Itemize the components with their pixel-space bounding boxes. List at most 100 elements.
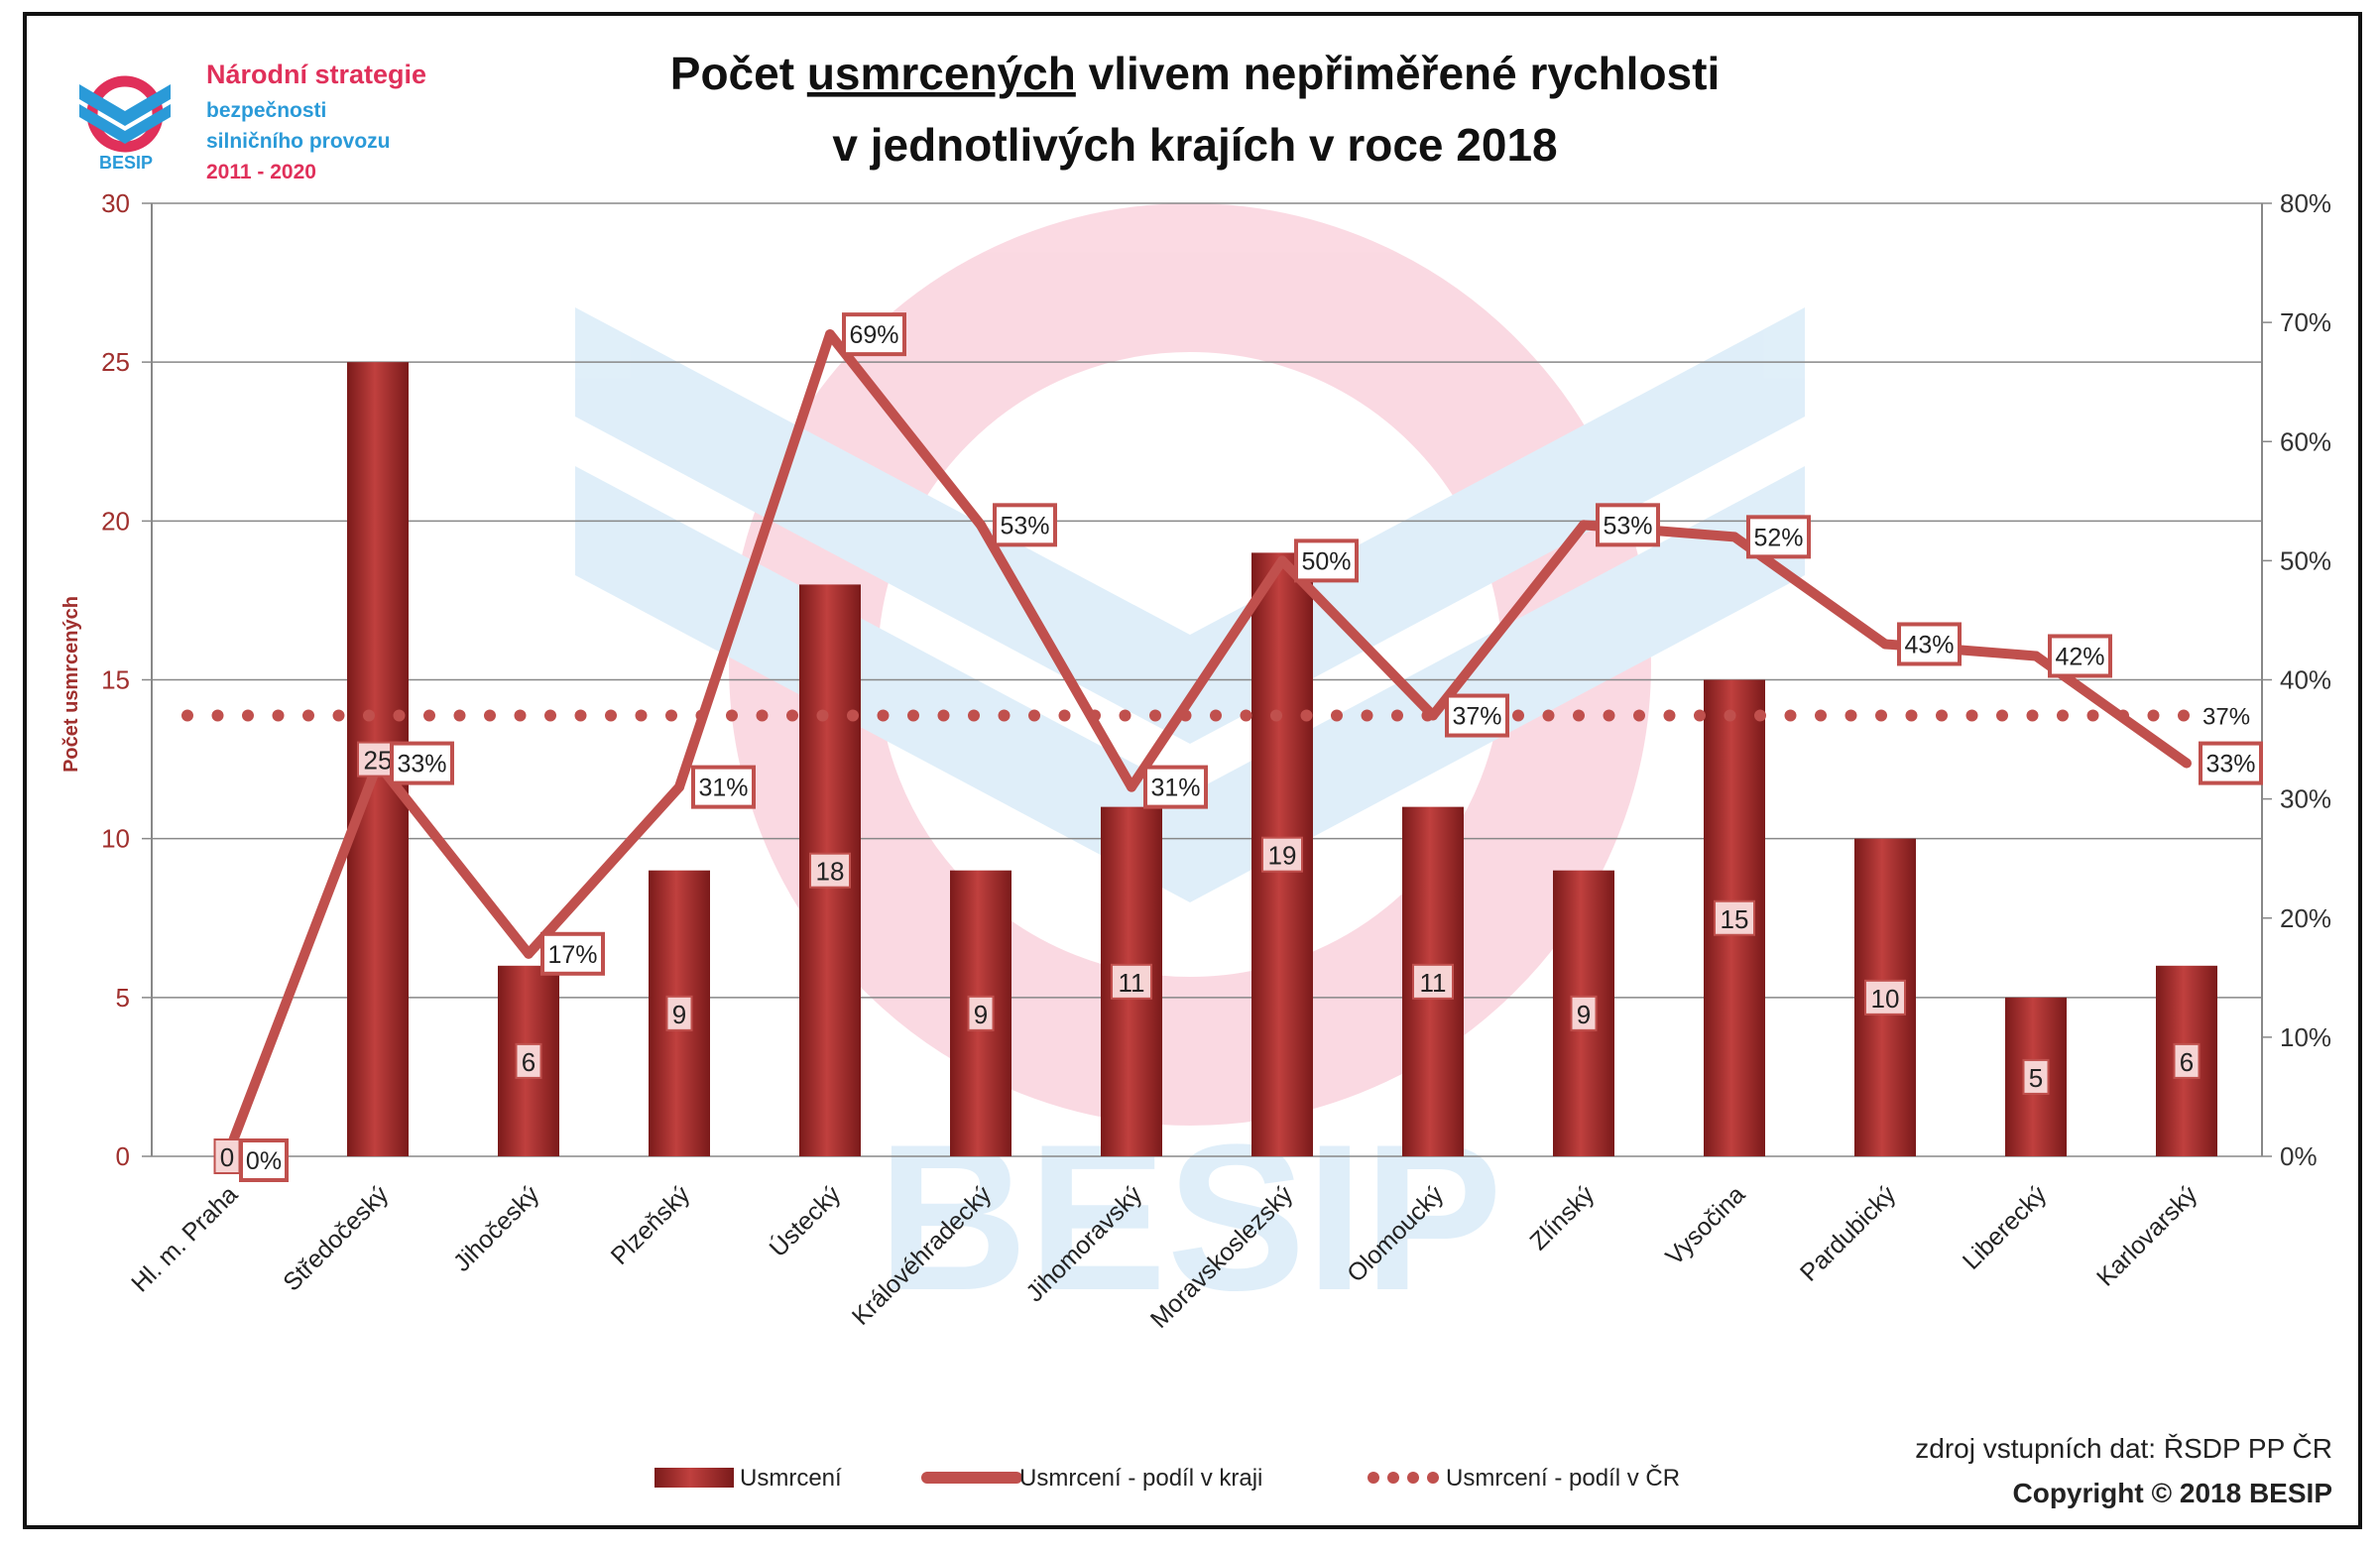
y-axis-label: Počet usmrcených (60, 596, 82, 773)
dotted-line-point (1663, 709, 1676, 722)
dotted-line-point (1149, 709, 1161, 722)
line-value-box (1143, 765, 1208, 809)
bar-value-box (1570, 995, 1598, 1031)
chart-title-line2: v jednotlivých krajích v roce 2018 (832, 119, 1557, 171)
dotted-line-point (1210, 709, 1222, 722)
y-tick-label: 5 (116, 983, 130, 1013)
dotted-line-point (393, 709, 406, 722)
dotted-line-point (1512, 709, 1524, 722)
bar-value-label: 19 (1268, 841, 1297, 871)
line-value-box (2199, 741, 2263, 785)
dotted-line-point (544, 709, 556, 722)
dotted-line-point (2086, 709, 2099, 722)
line-value-label: 53% (1603, 512, 1652, 539)
bar-value-label: 6 (2180, 1047, 2194, 1077)
share-line (222, 329, 2190, 1158)
line-value-label: 0% (246, 1147, 282, 1175)
line-value-label: 17% (547, 941, 597, 969)
legend-label-dotted: Usmrcení - podíl v ČR (1446, 1464, 1680, 1492)
share-line-point (674, 781, 684, 792)
dotted-line-point (1300, 709, 1313, 722)
line-value-label: 69% (849, 321, 898, 349)
dotted-line-point (877, 709, 890, 722)
line-value-box (239, 1138, 289, 1182)
line-value-box (691, 765, 756, 809)
y2-tick-label: 70% (2280, 307, 2331, 337)
dotted-line-point (1331, 709, 1343, 722)
legend: Usmrcení Usmrcení - podíl v kraji Usmrce… (654, 1464, 1680, 1492)
chart-title-line1: Počet usmrcených vlivem nepřiměřené rych… (670, 48, 1720, 99)
dotted-line-point (1361, 709, 1373, 722)
line-value-box (2048, 634, 2112, 678)
line-value-label: 37% (1452, 703, 1501, 731)
y-tick-label: 20 (101, 506, 130, 536)
logo-line1: Národní strategie (206, 60, 426, 89)
bar-value-label: 0 (220, 1142, 234, 1172)
bar-value-box (1261, 836, 1303, 873)
y2-tick-label: 0% (2280, 1141, 2318, 1171)
bar-value-label: 9 (1577, 1000, 1591, 1029)
dotted-line-point (1542, 709, 1555, 722)
line-value-box (1897, 622, 1962, 666)
logo-brand: BESIP (99, 153, 153, 173)
share-line-point (1428, 710, 1438, 721)
share-line-point (1880, 639, 1890, 650)
dotted-line-point (726, 709, 738, 722)
legend-item-dotted: Usmrcení - podíl v ČR (1368, 1464, 1680, 1492)
dotted-line-point (605, 709, 617, 722)
share-line-point (1579, 520, 1589, 531)
y-tick-label: 25 (101, 347, 130, 377)
line-value-box (390, 741, 454, 785)
dotted-line-point (968, 709, 980, 722)
source-note: zdroj vstupních dat: ŘSDP PP ČR (1915, 1433, 2332, 1464)
bar-value-box (515, 1042, 542, 1079)
dotted-line-point (484, 709, 496, 722)
dotted-line-point (514, 709, 527, 722)
dotted-line-point (272, 709, 285, 722)
dotted-line-point (1240, 709, 1252, 722)
legend-label-bars: Usmrcení (740, 1465, 842, 1492)
bar-value-label: 15 (1721, 904, 1749, 934)
dotted-line-point (786, 709, 798, 722)
share-line-point (825, 329, 835, 340)
dotted-line-point (907, 709, 919, 722)
line-value-label: 50% (1301, 547, 1351, 575)
legend-item-line: Usmrcení - podíl v kraji (921, 1465, 1262, 1492)
line-value-label: 33% (397, 751, 446, 778)
dotted-line-point (574, 709, 587, 722)
bar-value-label: 6 (522, 1047, 536, 1077)
y-tick-label: 30 (101, 188, 130, 218)
dotted-line-point (1603, 709, 1615, 722)
line-value-box (993, 503, 1057, 547)
share-line-point (1277, 555, 1287, 566)
y2-tick-label: 20% (2280, 903, 2331, 933)
dotted-line-point (1996, 709, 2008, 722)
dotted-line-point (1724, 709, 1736, 722)
dotted-line-point (1815, 709, 1827, 722)
share-line-point (2031, 651, 2041, 661)
besip-logo: BESIP Národní strategie bezpečnosti siln… (79, 60, 426, 183)
bar-value-box (1714, 899, 1755, 936)
dotted-line-point (1694, 709, 1706, 722)
line-value-label: 52% (1753, 524, 1803, 551)
bar-value-label: 25 (364, 746, 393, 776)
share-line-point (2182, 758, 2192, 769)
dotted-line-point (937, 709, 950, 722)
dotted-line-point (1573, 709, 1585, 722)
share-line-point (976, 520, 986, 531)
bar-value-box (2173, 1042, 2201, 1079)
line-value-label: 33% (2205, 751, 2255, 778)
y2-tick-label: 30% (2280, 784, 2331, 814)
dotted-line-point (847, 709, 859, 722)
bar-value-box (1412, 963, 1454, 1000)
bar-value-label: 10 (1871, 984, 1900, 1014)
dotted-line-point (242, 709, 254, 722)
dotted-line-point (1058, 709, 1071, 722)
dotted-line-point (181, 709, 193, 722)
line-value-label: 42% (2055, 643, 2104, 670)
dotted-line-point (2147, 709, 2160, 722)
dotted-line-point (1270, 709, 1282, 722)
line-value-box (540, 931, 605, 976)
line-value-label: 31% (1150, 775, 1200, 802)
